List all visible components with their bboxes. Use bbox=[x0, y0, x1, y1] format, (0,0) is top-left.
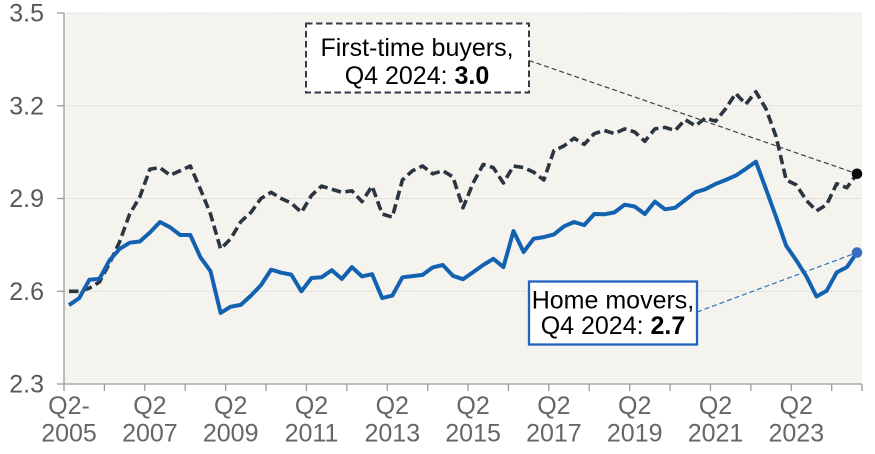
svg-text:2017: 2017 bbox=[526, 420, 582, 448]
svg-text:Q2: Q2 bbox=[214, 392, 247, 420]
svg-text:Q2: Q2 bbox=[780, 392, 813, 420]
svg-text:2013: 2013 bbox=[364, 420, 420, 448]
svg-text:2007: 2007 bbox=[122, 420, 178, 448]
svg-text:2015: 2015 bbox=[445, 420, 501, 448]
svg-text:Q2: Q2 bbox=[133, 392, 166, 420]
svg-text:2005: 2005 bbox=[41, 420, 97, 448]
svg-text:Q2: Q2 bbox=[456, 392, 489, 420]
svg-text:2.9: 2.9 bbox=[9, 185, 44, 213]
svg-text:2009: 2009 bbox=[203, 420, 259, 448]
svg-text:2023: 2023 bbox=[768, 420, 824, 448]
svg-text:2.3: 2.3 bbox=[9, 371, 44, 399]
svg-text:Home movers,: Home movers, bbox=[532, 287, 695, 315]
svg-text:Q4 2024: 3.0: Q4 2024: 3.0 bbox=[345, 62, 490, 90]
svg-text:Q2: Q2 bbox=[699, 392, 732, 420]
svg-text:Q2: Q2 bbox=[295, 392, 328, 420]
svg-text:3.2: 3.2 bbox=[9, 93, 44, 121]
svg-text:2011: 2011 bbox=[285, 420, 339, 448]
svg-text:Q2: Q2 bbox=[618, 392, 651, 420]
svg-text:Q2-: Q2- bbox=[48, 392, 90, 420]
svg-text:3.5: 3.5 bbox=[9, 0, 44, 28]
svg-text:Q4 2024: 2.7: Q4 2024: 2.7 bbox=[541, 312, 686, 340]
svg-text:2021: 2021 bbox=[688, 420, 744, 448]
svg-text:Q2: Q2 bbox=[376, 392, 409, 420]
svg-text:2.6: 2.6 bbox=[9, 278, 44, 306]
svg-text:2019: 2019 bbox=[607, 420, 663, 448]
svg-text:Q2: Q2 bbox=[537, 392, 570, 420]
svg-text:First-time buyers,: First-time buyers, bbox=[320, 34, 513, 62]
